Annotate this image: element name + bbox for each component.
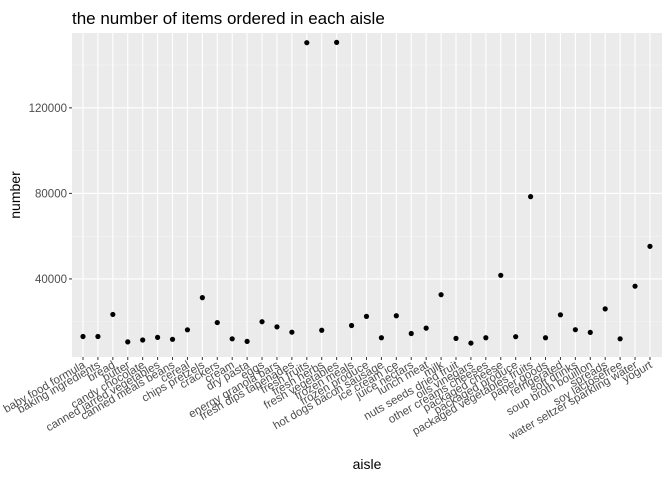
data-point [274,324,280,330]
y-axis: 40000 80000 120000 [29,103,72,286]
data-point [289,329,295,335]
data-point [155,334,161,340]
data-point [587,329,593,336]
data-point [453,335,459,341]
data-point [214,319,220,326]
y-tick-label: 40000 [35,274,67,286]
data-point [304,40,310,46]
data-point [557,312,564,318]
data-point [647,243,653,249]
data-point [378,335,384,341]
data-point [334,39,340,45]
data-point [95,333,101,340]
data-point [528,194,534,200]
data-point [125,339,131,345]
data-point [602,306,608,312]
y-tick-label: 80000 [35,188,67,200]
data-point [423,325,429,331]
y-axis-title: number [7,171,23,219]
data-point [572,327,578,333]
data-point [199,295,205,301]
data-point [498,272,504,278]
data-point [319,327,325,333]
grid-lines [72,33,662,357]
y-tick-label: 120000 [29,103,67,115]
data-point [617,336,623,342]
data-point [184,327,191,333]
data-point [348,322,355,329]
data-point [483,335,489,341]
x-axis-title: aisle [353,456,382,472]
data-point [632,283,638,289]
data-point [363,313,370,319]
data-point [393,313,399,319]
data-points [80,39,653,346]
data-point [408,330,414,337]
data-point [229,336,235,342]
data-point [110,311,116,318]
data-point [244,338,250,344]
data-point [259,319,265,325]
data-point [169,336,176,342]
data-point [542,335,549,341]
data-point [513,334,519,340]
data-point [80,333,86,340]
data-point [140,337,146,343]
data-point [438,292,444,298]
chart-title: the number of items ordered in each aisl… [72,9,385,28]
data-point [468,340,474,346]
